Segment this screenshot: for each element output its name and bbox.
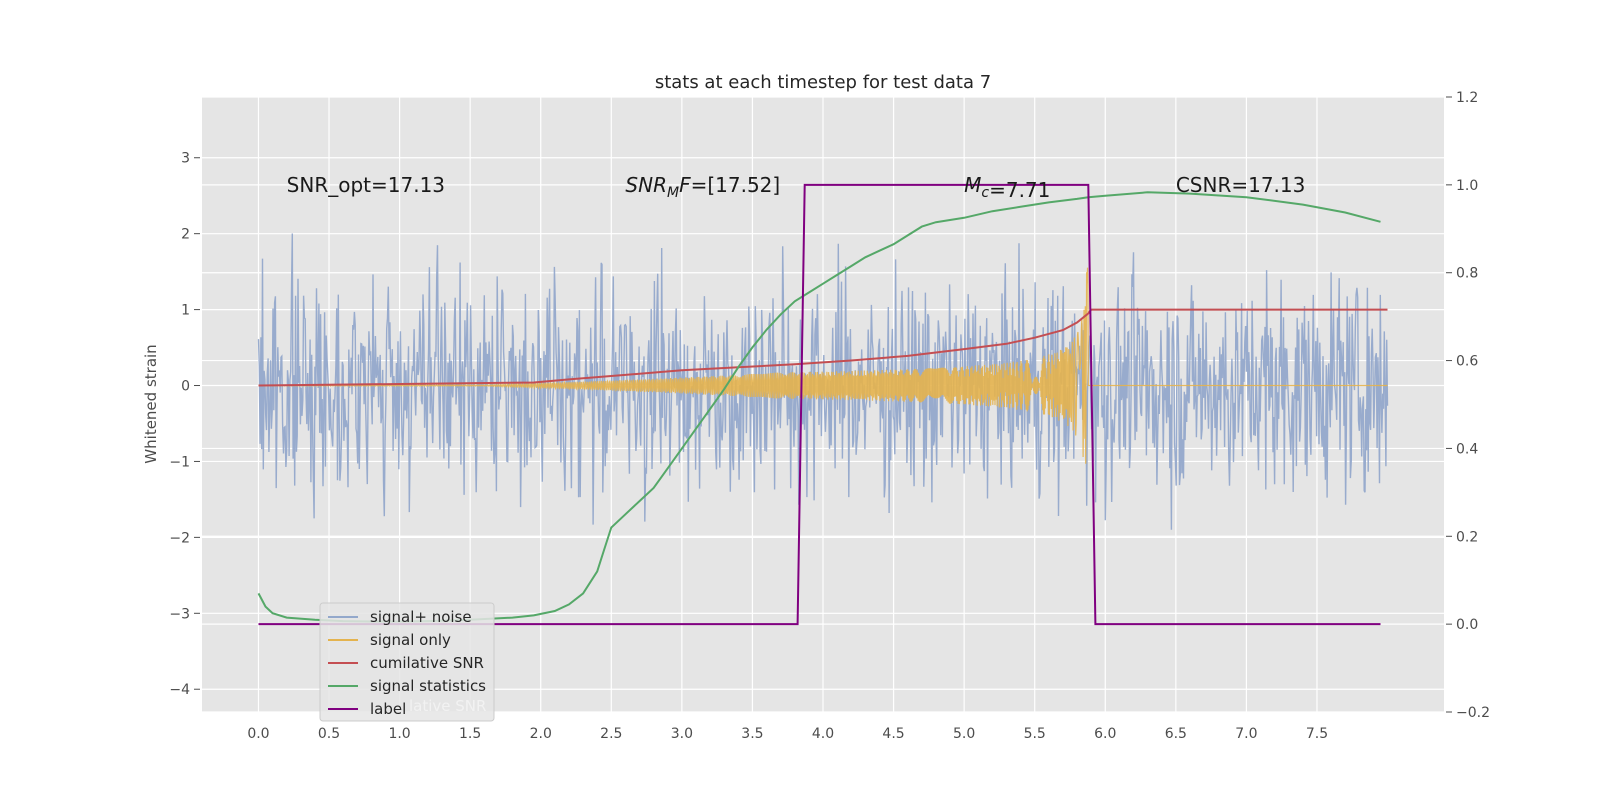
x-tick-label: 5.5 xyxy=(1024,726,1046,742)
y-right-tick-label: 0.0 xyxy=(1456,617,1478,633)
x-tick-label: 7.5 xyxy=(1306,726,1328,742)
x-tick-label: 3.5 xyxy=(741,726,763,742)
y-right-tick-label: 0.2 xyxy=(1456,529,1478,545)
annotation-1: SNRMF=[17.52] xyxy=(625,173,780,201)
x-tick-label: 2.0 xyxy=(530,726,552,742)
y-tick-label: 2 xyxy=(181,227,190,243)
y-right-tick-label: −0.2 xyxy=(1456,705,1490,721)
y-right-tick-label: 0.4 xyxy=(1456,441,1478,457)
y-tick-label: −1 xyxy=(169,454,190,470)
x-tick-label: 7.0 xyxy=(1235,726,1257,742)
x-tick-label: 4.0 xyxy=(812,726,834,742)
y-tick-label: −3 xyxy=(169,606,190,622)
x-tick-label: 6.0 xyxy=(1094,726,1116,742)
legend-ghost-text: lative SNR xyxy=(409,697,486,715)
y-axis-label: Whitened strain xyxy=(142,344,160,463)
y-right-tick-label: 1.0 xyxy=(1456,178,1478,194)
legend-label: label xyxy=(370,700,406,718)
y-right-tick-label: 1.2 xyxy=(1456,90,1478,106)
y-right-tick-label: 0.8 xyxy=(1456,266,1478,282)
x-tick-label: 5.0 xyxy=(953,726,975,742)
annotation-3: CSNR=17.13 xyxy=(1176,173,1306,197)
chart-title: stats at each timestep for test data 7 xyxy=(655,72,991,93)
x-tick-label: 6.5 xyxy=(1165,726,1187,742)
axes: 0.0 0.5 1.0 1.5 2.0 2.5 3.0 3.5 4.0 4.5 5.0 5.5 6.0 6… xyxy=(169,90,1490,742)
legend-label: signal+ noise xyxy=(370,608,472,626)
y-tick-label: −2 xyxy=(169,530,190,546)
legend-label: signal statistics xyxy=(370,677,486,695)
legend-label: signal only xyxy=(370,631,451,649)
annotations: SNR_opt=17.13 SNRMF=[17.52] Mc=7.71 CSNR=17… xyxy=(287,173,1306,202)
annotation-2: Mc=7.71 xyxy=(964,173,1050,202)
x-tick-label: 1.0 xyxy=(388,726,410,742)
y-tick-label: 1 xyxy=(181,303,190,319)
legend: lative SNR signal+ noise signal only cumil… xyxy=(319,602,495,722)
legend-items: signal+ noise signal only cumilative SNR si… xyxy=(328,608,486,718)
legend-label: cumilative SNR xyxy=(370,654,484,672)
series-signal-only-line xyxy=(258,267,1388,464)
legend-box xyxy=(319,602,495,722)
y-tick-label: 0 xyxy=(181,379,190,395)
series-label-line xyxy=(258,183,1381,626)
x-tick-label: 0.5 xyxy=(318,726,340,742)
x-tick-label: 4.5 xyxy=(882,726,904,742)
y-right-tick-label: 0.6 xyxy=(1456,354,1478,370)
x-tick-label: 2.5 xyxy=(600,726,622,742)
x-tick-label: 0.0 xyxy=(247,726,269,742)
series-cumulative-snr-line xyxy=(258,308,1388,387)
annotation-0: SNR_opt=17.13 xyxy=(287,173,445,197)
x-tick-label: 1.5 xyxy=(459,726,481,742)
y-tick-label: 3 xyxy=(181,151,190,167)
x-tick-label: 3.0 xyxy=(671,726,693,742)
y-tick-label: −4 xyxy=(169,682,190,698)
